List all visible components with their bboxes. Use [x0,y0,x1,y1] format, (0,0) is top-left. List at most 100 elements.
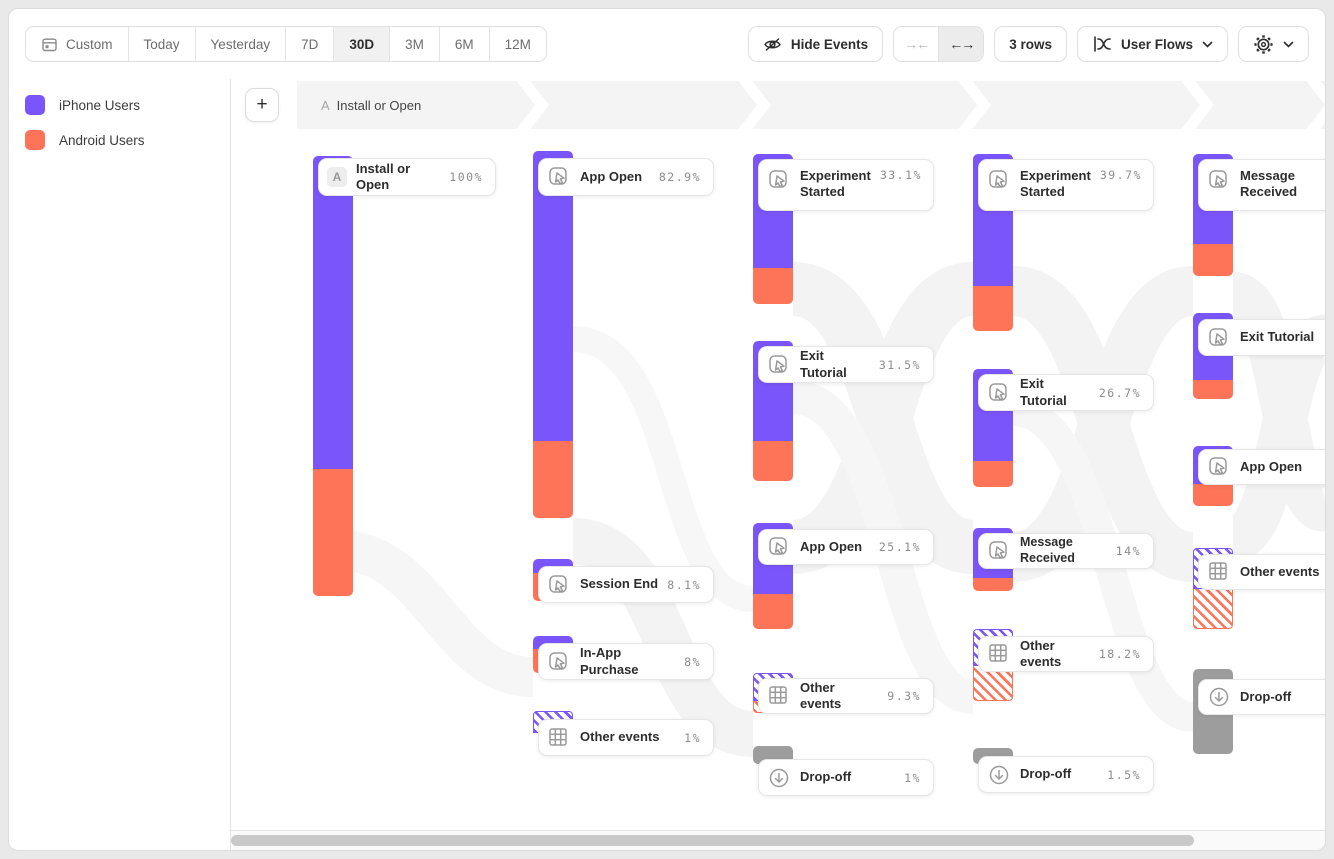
event-name: Experiment Started [800,168,871,200]
event-card[interactable]: Other events [1198,554,1325,590]
flow-canvas: A Install or Open + [231,79,1325,850]
event-name: Other events [580,729,660,745]
event-name: Exit Tutorial [800,348,847,380]
toolbar: Custom Today Yesterday 7D 30D 3M 6M 12M … [9,9,1325,79]
event-name: Drop-off [800,769,852,785]
bar-segment-iphone [313,156,353,469]
click-event-icon [1207,326,1231,350]
event-card[interactable]: App Open 25.1% [758,529,934,565]
bar-segment-android-other [1193,589,1233,629]
event-card[interactable]: App Open 82.9% [538,158,714,196]
dropoff-card[interactable]: Drop-off [1198,679,1325,715]
event-name: Other events [1240,563,1320,579]
event-percent: 14% [1115,544,1141,558]
event-card[interactable]: Exit Tutorial 26.7% [978,374,1154,411]
node-bar[interactable] [313,156,353,596]
event-card[interactable]: App Open [1198,449,1325,485]
legend-sidebar: iPhone Users Android Users [9,79,231,850]
user-flows-panel: Custom Today Yesterday 7D 30D 3M 6M 12M … [8,8,1326,851]
event-card[interactable]: Message Received [1198,159,1325,211]
bar-segment-android [973,578,1013,591]
grid-events-icon [547,726,571,750]
date-range-picker: Custom Today Yesterday 7D 30D 3M 6M 12M [25,26,547,62]
event-name: Session End [580,576,659,592]
step-banner-label: A Install or Open [321,81,421,129]
expand-icon: ←→ [949,36,975,52]
drop-off-icon [987,763,1011,787]
click-event-icon [987,381,1011,405]
legend-item-iphone[interactable]: iPhone Users [25,95,230,115]
grid-events-icon [987,642,1011,666]
event-card[interactable]: Message Received 14% [978,533,1154,569]
event-percent: 8% [684,654,701,669]
event-card[interactable]: Exit Tutorial 31.5% [758,346,934,383]
event-name: App Open [580,168,643,184]
event-card[interactable]: Other events 1% [538,719,714,756]
date-range-label: Custom [66,36,113,52]
event-name: Message Received [1240,168,1298,200]
event-card[interactable]: Other events 18.2% [978,636,1154,672]
hide-events-button[interactable]: Hide Events [747,26,884,62]
rows-button[interactable]: 3 rows [994,26,1067,62]
view-selector-dropdown[interactable]: User Flows [1076,26,1228,62]
expand-columns-button[interactable]: ←→ [939,27,984,61]
event-name: Other events [1020,637,1062,669]
rows-label: 3 rows [1009,36,1052,52]
node-bar[interactable] [533,151,573,518]
click-event-icon [547,165,571,189]
date-range-today[interactable]: Today [128,27,196,61]
event-name: App Open [1240,458,1303,474]
hide-events-label: Hide Events [790,36,869,52]
event-name: In-App Purchase [580,645,639,677]
scrollbar-thumb[interactable] [231,835,1194,846]
step-banner[interactable]: A Install or Open [297,81,1325,129]
plus-icon: + [256,94,268,115]
collapse-columns-button[interactable]: →← [894,27,940,61]
date-range-30d[interactable]: 30D [334,27,391,61]
event-percent: 9.3% [887,689,921,703]
event-percent: 25.1% [878,540,921,554]
event-percent: 1.5% [1107,767,1141,782]
dropoff-card[interactable]: Drop-off 1% [758,759,934,796]
legend-label: Android Users [59,132,145,148]
event-card[interactable]: Other events 9.3% [758,678,934,714]
event-card[interactable]: Exit Tutorial [1198,319,1325,356]
collapse-icon: →← [904,36,930,52]
bar-segment-android [1193,244,1233,276]
event-card[interactable]: Experiment Started 39.7% [978,159,1154,211]
gear-icon [1253,34,1274,55]
date-range-12m[interactable]: 12M [489,27,546,61]
event-name: App Open [800,538,863,554]
event-percent: 26.7% [1098,385,1141,400]
bar-segment-android [1193,484,1233,506]
android-color-swatch [25,130,45,150]
date-range-7d[interactable]: 7D [286,27,335,61]
event-name: Drop-off [1240,688,1292,704]
date-range-3m[interactable]: 3M [390,27,440,61]
event-card[interactable]: Session End 8.1% [538,566,714,603]
dropoff-card[interactable]: Drop-off 1.5% [978,756,1154,793]
click-event-icon [987,539,1011,563]
drop-off-icon [1207,685,1231,709]
event-card[interactable]: In-App Purchase 8% [538,643,714,680]
event-card[interactable]: Experiment Started 33.1% [758,159,934,211]
click-event-icon [1207,168,1231,192]
banner-chevrons-icon [516,81,1325,129]
legend-label: iPhone Users [59,97,141,113]
event-percent: 31.5% [878,357,921,372]
event-card[interactable]: A Install or Open 100% [318,158,496,196]
toolbar-right: Hide Events →← ←→ 3 rows User Flows [747,26,1309,62]
date-range-yesterday[interactable]: Yesterday [195,27,287,61]
bar-segment-android [1193,380,1233,399]
date-range-custom[interactable]: Custom [26,27,129,61]
settings-dropdown[interactable] [1238,26,1309,62]
add-step-button[interactable]: + [245,88,279,122]
event-percent: 33.1% [879,168,922,182]
legend-item-android[interactable]: Android Users [25,130,230,150]
iphone-color-swatch [25,95,45,115]
horizontal-scrollbar[interactable] [231,830,1325,850]
date-range-6m[interactable]: 6M [439,27,490,61]
bar-segment-android [753,268,793,304]
bar-segment-android [753,441,793,481]
